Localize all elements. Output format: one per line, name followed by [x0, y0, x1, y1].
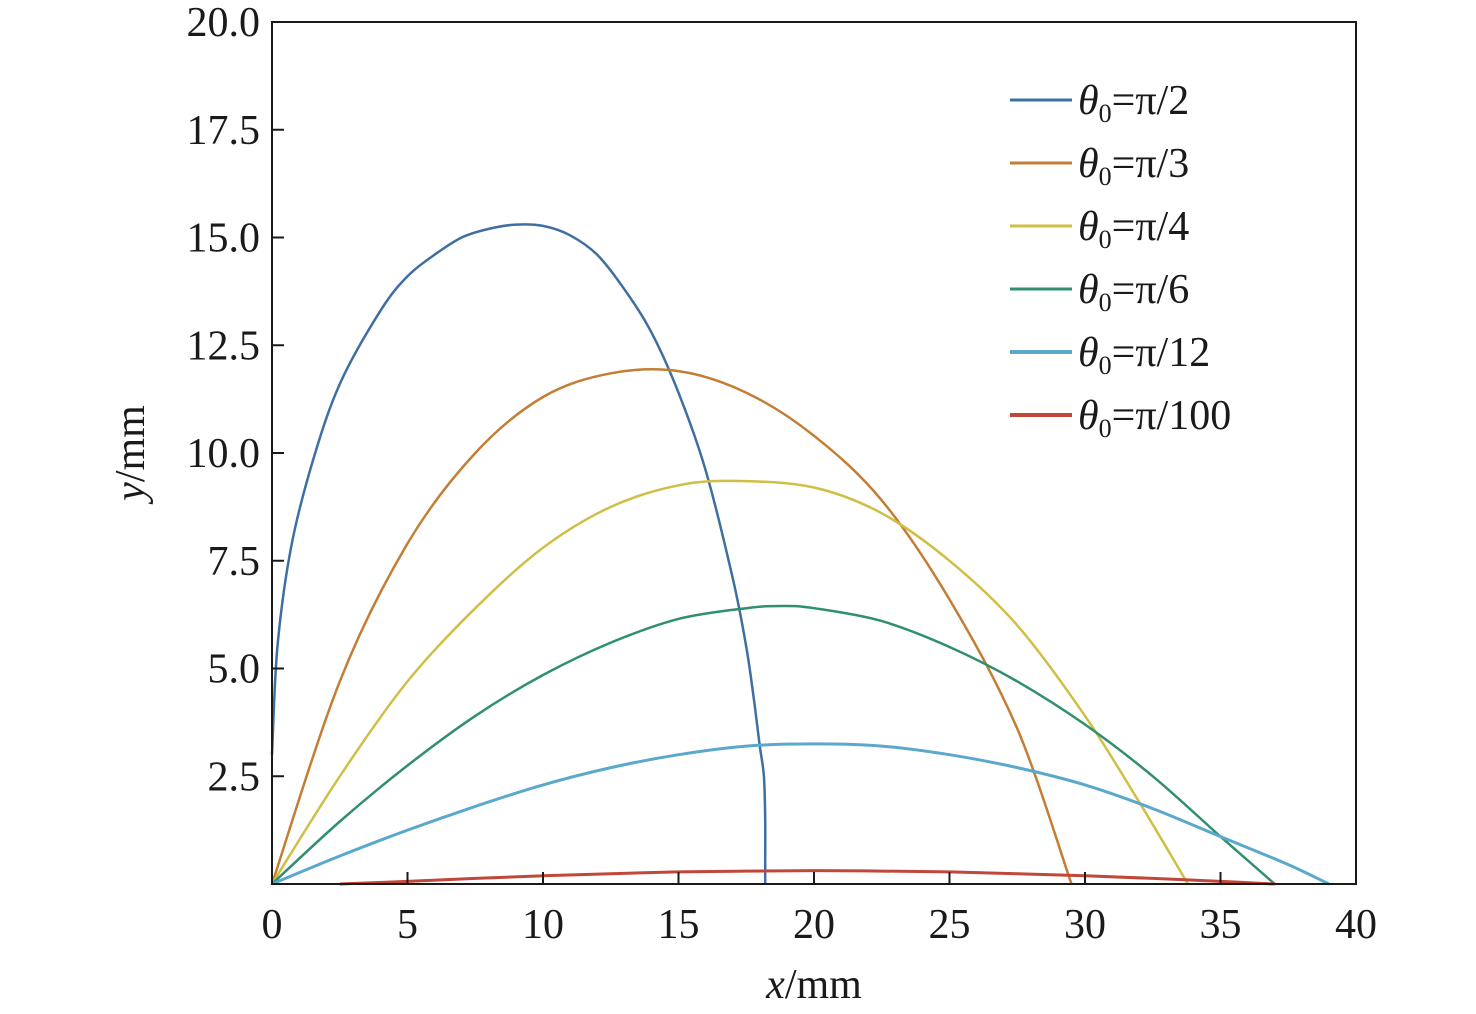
legend-label: θ0=π/4	[1078, 204, 1189, 254]
legend-label: θ0=π/100	[1078, 393, 1231, 443]
series-line-4	[271, 604, 1276, 885]
legend-label: θ0=π/3	[1078, 141, 1189, 191]
series-line-1	[270, 223, 767, 884]
x-tick-label: 15	[658, 902, 700, 948]
x-tick-label: 10	[522, 902, 564, 948]
x-tick-label: 20	[793, 902, 835, 948]
y-tick-label: 17.5	[187, 108, 261, 154]
legend-label: θ0=π/2	[1078, 78, 1189, 128]
series-line-5	[271, 742, 1330, 886]
x-tick-label: 5	[397, 902, 418, 948]
legend-label: θ0=π/12	[1078, 330, 1210, 380]
y-tick-label: 12.5	[187, 323, 261, 369]
y-tick-label: 10.0	[187, 431, 261, 477]
legend: θ0=π/2 θ0=π/3 θ0=π/4 θ0=π/6 θ0=π/12 θ0=π/100	[1010, 78, 1231, 443]
y-tick-label: 15.0	[187, 216, 261, 262]
x-tick-label: 35	[1200, 902, 1242, 948]
series-line-3	[270, 479, 1190, 885]
series-curves	[270, 223, 1330, 886]
y-axis-ticks: 2.5 5.0 7.5 10.0 12.5 15.0 17.5 20.0	[187, 0, 284, 800]
x-tick-label: 0	[262, 902, 283, 948]
x-tick-label: 40	[1335, 902, 1377, 948]
x-axis-label: x/mm	[765, 962, 862, 1008]
y-axis-label: y/mm	[108, 405, 154, 505]
legend-label: θ0=π/6	[1078, 267, 1189, 317]
x-axis-ticks: 0 5 10 15 20 25 30 35 40	[262, 872, 1377, 948]
y-tick-label: 20.0	[187, 0, 261, 46]
y-tick-label: 5.0	[208, 647, 261, 693]
series-line-2	[270, 368, 1073, 885]
series-line-6	[339, 869, 1275, 886]
y-tick-label: 2.5	[208, 754, 261, 800]
x-tick-label: 30	[1064, 902, 1106, 948]
x-tick-label: 25	[929, 902, 971, 948]
plot-area-frame	[271, 21, 1357, 885]
y-tick-label: 7.5	[208, 539, 261, 585]
